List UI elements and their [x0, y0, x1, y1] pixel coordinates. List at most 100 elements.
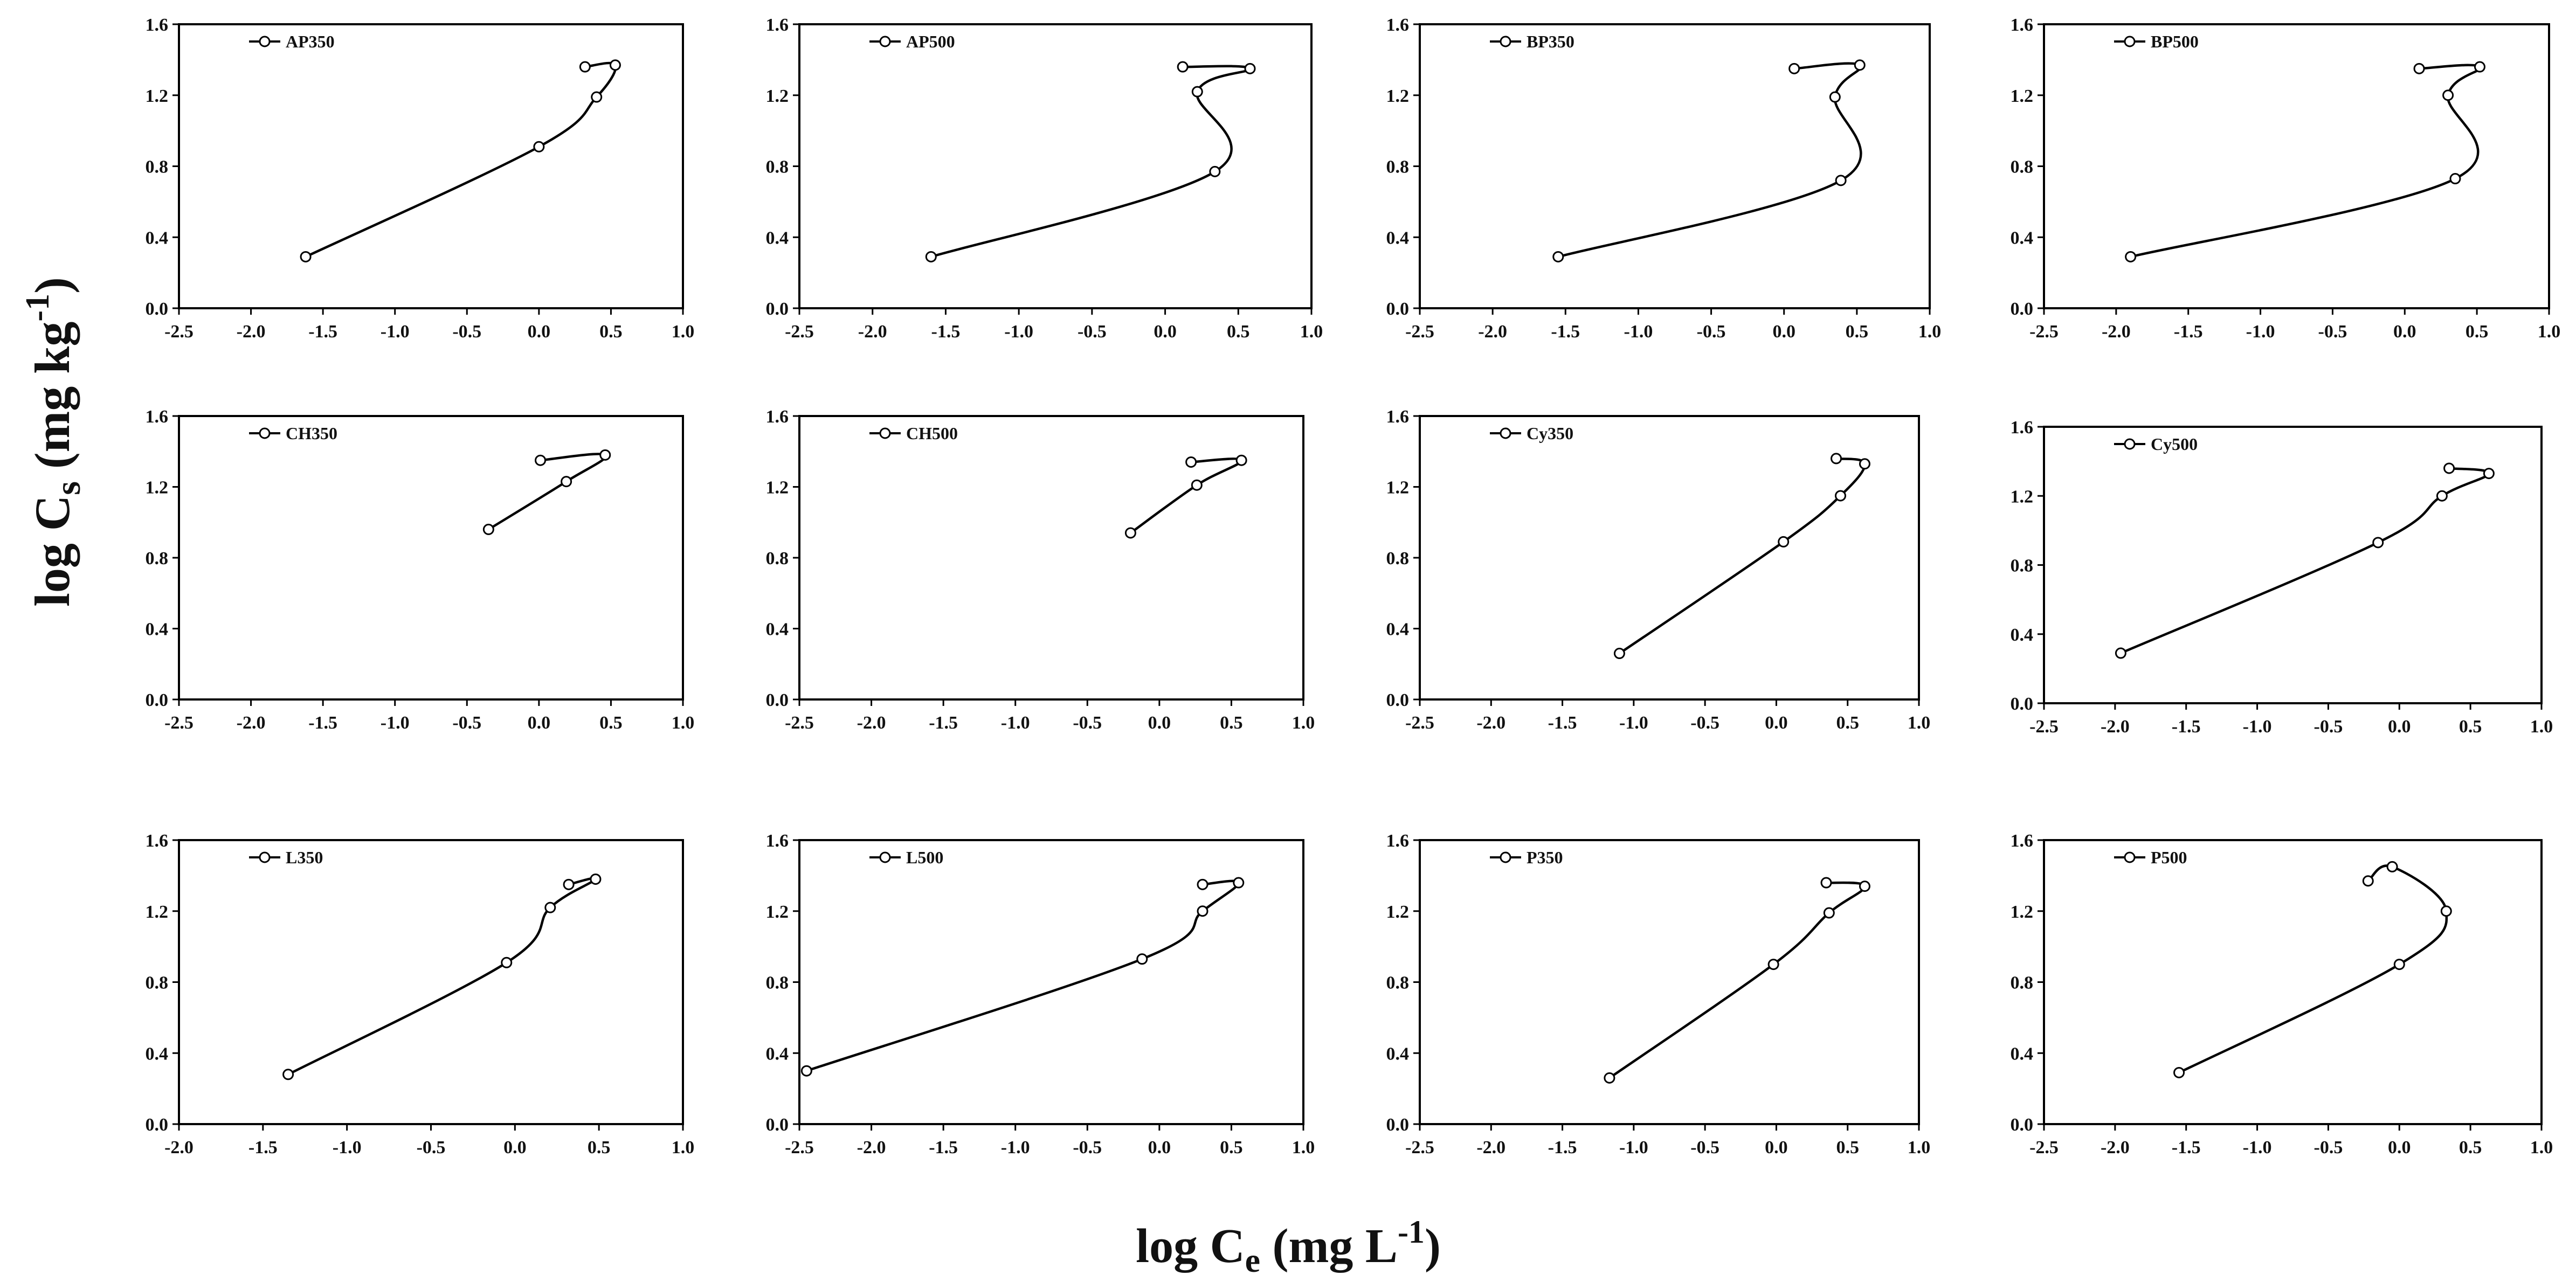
x-tick-label: 0.0: [1154, 322, 1177, 342]
data-point: [1244, 63, 1256, 74]
data-point: [2436, 490, 2448, 502]
x-tick-label: 1.0: [672, 713, 695, 733]
y-tick-label: 1.2: [766, 902, 789, 922]
data-point: [1859, 458, 1870, 470]
x-tick-label: -1.0: [1004, 322, 1033, 342]
x-tick-label: -1.5: [1548, 713, 1577, 733]
y-tick-label: 0.0: [766, 1115, 789, 1135]
legend-label: AP350: [286, 32, 335, 51]
y-tick-label: 1.6: [766, 831, 789, 851]
x-tick-label: -2.0: [237, 713, 266, 733]
x-tick-label: -2.5: [785, 713, 814, 733]
x-tick-label: 0.5: [1836, 713, 1859, 733]
data-point: [1835, 175, 1847, 186]
y-tick-label: 1.2: [766, 478, 789, 498]
data-point: [2474, 61, 2485, 73]
legend-marker: [879, 427, 891, 439]
data-point: [535, 454, 547, 466]
legend-marker: [2124, 36, 2136, 47]
x-tick-label: -1.5: [929, 1138, 958, 1158]
x-tick-label: -1.5: [929, 713, 958, 733]
y-tick-label: 0.0: [2011, 299, 2034, 319]
data-point: [2386, 861, 2398, 872]
data-point: [2413, 63, 2425, 74]
data-point: [1823, 907, 1835, 919]
x-tick-label: -0.5: [452, 322, 481, 342]
y-tick-label: 1.2: [146, 902, 169, 922]
y-tick-label: 0.0: [146, 299, 169, 319]
x-tick-label: -0.5: [452, 713, 481, 733]
data-point: [1124, 527, 1136, 539]
x-tick-label: 0.5: [588, 1138, 611, 1158]
legend-label: P500: [2151, 848, 2187, 867]
y-tick-label: 0.8: [146, 157, 169, 177]
x-tick-label: 0.5: [599, 322, 623, 342]
chart-panel-l350: 0.0 0.4 0.8 1.2 1.6 -2.0 -1.5 -1.0 -0.5 0.0 0.5 1.0…: [146, 831, 695, 1158]
x-tick-label: 0.0: [2388, 1138, 2411, 1158]
y-tick-label: 0.4: [2011, 1044, 2034, 1064]
series-line: [305, 61, 617, 258]
data-point: [501, 957, 513, 968]
data-point: [1552, 251, 1564, 262]
legend-marker: [879, 36, 891, 47]
data-point: [2442, 89, 2454, 101]
x-tick-label: 0.5: [1227, 322, 1250, 342]
y-tick-label: 1.6: [146, 407, 169, 427]
x-tick-label: -2.0: [1476, 1138, 1505, 1158]
x-tick-label: 0.0: [1765, 713, 1788, 733]
x-tick-label: 0.5: [1836, 1138, 1859, 1158]
x-tick-label: -1.5: [1548, 1138, 1577, 1158]
x-tick-label: -0.5: [1073, 713, 1102, 733]
data-point: [579, 61, 591, 73]
legend-label: BP350: [1527, 32, 1574, 51]
y-tick-label: 0.8: [2011, 157, 2034, 177]
x-tick-label: -2.0: [858, 322, 887, 342]
x-tick-label: 0.5: [1846, 322, 1869, 342]
x-tick-label: 1.0: [1300, 322, 1323, 342]
y-tick-label: 0.0: [146, 690, 169, 710]
x-tick-label: -2.5: [2029, 717, 2059, 737]
x-tick-label: -2.0: [1476, 713, 1505, 733]
x-tick-label: -2.0: [237, 322, 266, 342]
y-tick-label: 1.6: [2011, 418, 2034, 438]
series-line: [1619, 457, 1866, 655]
data-point: [482, 523, 494, 535]
chart-panel-bp500: 0.0 0.4 0.8 1.2 1.6 -2.5 -2.0 -1.5 -1.0 -0.5 0.0 0.…: [2011, 15, 2561, 342]
x-tick-label: 1.0: [2530, 1138, 2553, 1158]
panels: 0.0 0.4 0.8 1.2 1.6 -2.5 -2.0 -1.5 -1.0 -0.5 0.0 0.…: [146, 15, 2561, 1158]
series-line: [930, 65, 1252, 258]
y-tick-label: 1.6: [146, 831, 169, 851]
y-tick-label: 0.0: [766, 690, 789, 710]
plot-frame: [178, 839, 684, 1125]
data-point: [1613, 648, 1625, 660]
data-point: [590, 873, 602, 885]
legend-marker: [2124, 438, 2136, 450]
chart-panel-ch350: 0.0 0.4 0.8 1.2 1.6 -2.5 -2.0 -1.5 -1.0 -0.5 0.0 0.…: [146, 407, 695, 733]
data-point: [1233, 877, 1245, 889]
y-tick-label: 0.8: [1386, 973, 1410, 993]
plot-frame: [2043, 839, 2543, 1125]
data-point: [533, 141, 545, 153]
x-tick-label: 1.0: [2538, 322, 2561, 342]
legend-label: Cy350: [1527, 424, 1573, 443]
legend-label: P350: [1527, 848, 1563, 867]
data-point: [1788, 63, 1800, 74]
y-tick-label: 0.8: [766, 973, 789, 993]
chart-panel-ch500: 0.0 0.4 0.8 1.2 1.6 -2.5 -2.0 -1.5 -1.0 -0.5 0.0 0.…: [766, 407, 1315, 733]
data-point: [1136, 953, 1148, 965]
x-tick-label: 0.0: [528, 713, 551, 733]
y-tick-label: 1.2: [2011, 902, 2034, 922]
data-point: [609, 59, 621, 71]
series-line: [488, 453, 607, 531]
y-tick-label: 0.4: [2011, 228, 2034, 248]
y-tick-label: 0.8: [2011, 973, 2034, 993]
x-tick-label: 1.0: [672, 1138, 695, 1158]
data-point: [800, 1065, 812, 1077]
y-tick-label: 1.2: [1386, 902, 1410, 922]
x-tick-label: 1.0: [2530, 717, 2553, 737]
data-point: [1191, 86, 1203, 98]
x-tick-label: -0.5: [1078, 322, 1107, 342]
x-tick-label: -0.5: [1690, 1138, 1719, 1158]
y-tick-label: 0.8: [1386, 157, 1410, 177]
